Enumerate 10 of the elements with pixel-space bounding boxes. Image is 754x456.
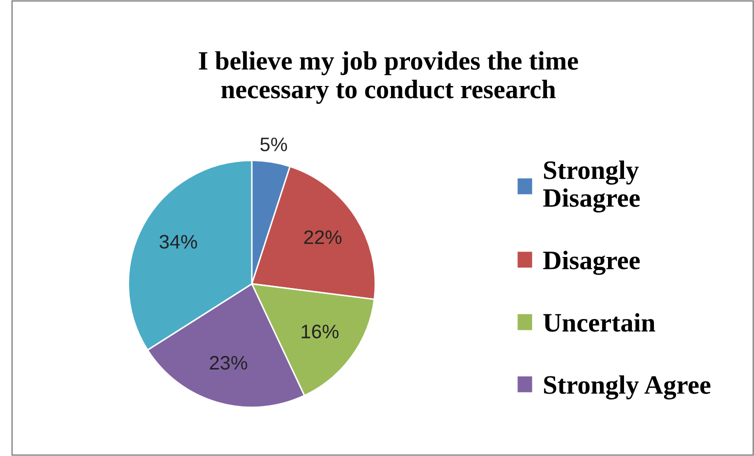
legend-label: Uncertain (543, 313, 656, 332)
chart-title: I believe my job provides the time necessary to conduct research (198, 51, 578, 104)
legend-label: Disagree (543, 250, 640, 275)
legend-label: Strongly Disagree (543, 160, 640, 212)
data-label: 23% (210, 356, 248, 370)
data-label: 5% (260, 138, 288, 152)
data-label: 22% (304, 230, 342, 244)
data-label: 34% (160, 234, 198, 249)
data-label: 16% (302, 324, 339, 338)
legend-label: Strongly Agree (544, 375, 710, 400)
